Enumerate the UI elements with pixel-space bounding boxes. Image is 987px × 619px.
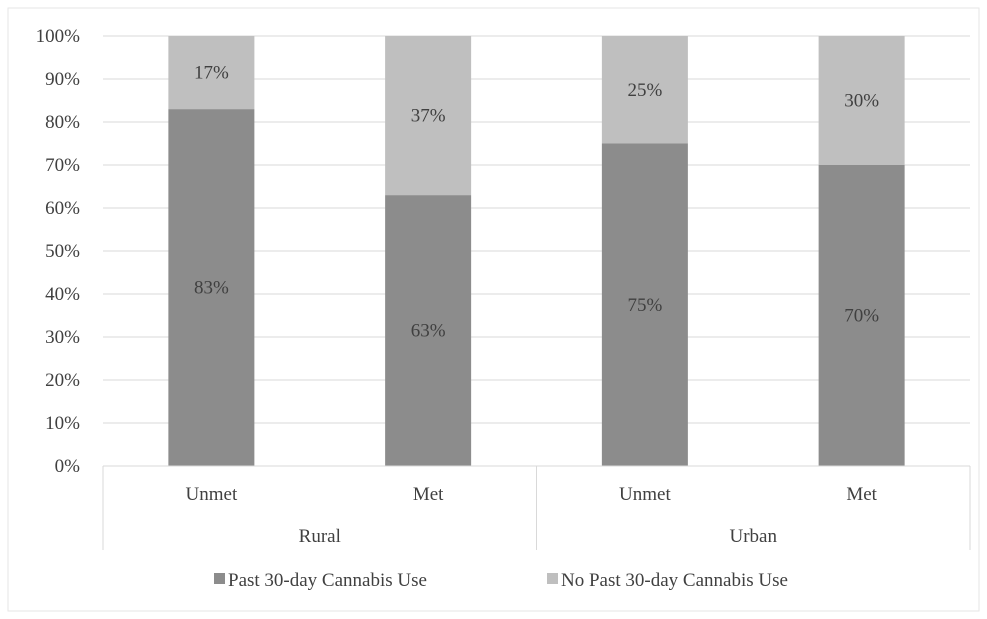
legend-no-past-30-day-swatch: [547, 573, 558, 584]
data-label: 63%: [411, 321, 446, 342]
y-tick-label: 60%: [45, 198, 80, 219]
x-category-label: Met: [846, 484, 877, 505]
y-tick-label: 20%: [45, 370, 80, 391]
y-tick-label: 50%: [45, 241, 80, 262]
legend-past-30-day-swatch: [214, 573, 225, 584]
y-tick-label: 100%: [36, 26, 81, 47]
x-category-label: Met: [413, 484, 444, 505]
bar-past-30-day: [385, 195, 472, 466]
y-tick-label: 70%: [45, 155, 80, 176]
bar-no-past-30-day: [601, 36, 688, 144]
data-label: 83%: [194, 278, 229, 299]
data-label: 30%: [844, 91, 879, 112]
y-tick-label: 10%: [45, 413, 80, 434]
legend-past-30-day-text: Past 30-day Cannabis Use: [228, 570, 427, 591]
data-label: 25%: [627, 80, 662, 101]
bar-no-past-30-day: [168, 36, 255, 110]
y-tick-label: 0%: [55, 456, 81, 477]
y-tick-label: 30%: [45, 327, 80, 348]
chart-frame: [7, 7, 980, 612]
y-tick-label: 90%: [45, 69, 80, 90]
data-label: 75%: [627, 295, 662, 316]
bar-past-30-day: [818, 165, 905, 466]
data-label: 70%: [844, 306, 879, 327]
bar-no-past-30-day: [385, 36, 472, 196]
x-category-label: Unmet: [619, 484, 671, 505]
y-tick-label: 40%: [45, 284, 80, 305]
x-category-label: Unmet: [186, 484, 238, 505]
x-group-label: Urban: [730, 526, 778, 547]
legend-no-past-30-day-text: No Past 30-day Cannabis Use: [561, 570, 788, 591]
y-tick-label: 80%: [45, 112, 80, 133]
data-label: 37%: [411, 106, 446, 127]
bar-past-30-day: [168, 109, 255, 466]
bar-past-30-day: [601, 143, 688, 466]
data-label: 17%: [194, 63, 229, 84]
bar-no-past-30-day: [818, 36, 905, 165]
x-group-label: Rural: [299, 526, 341, 547]
